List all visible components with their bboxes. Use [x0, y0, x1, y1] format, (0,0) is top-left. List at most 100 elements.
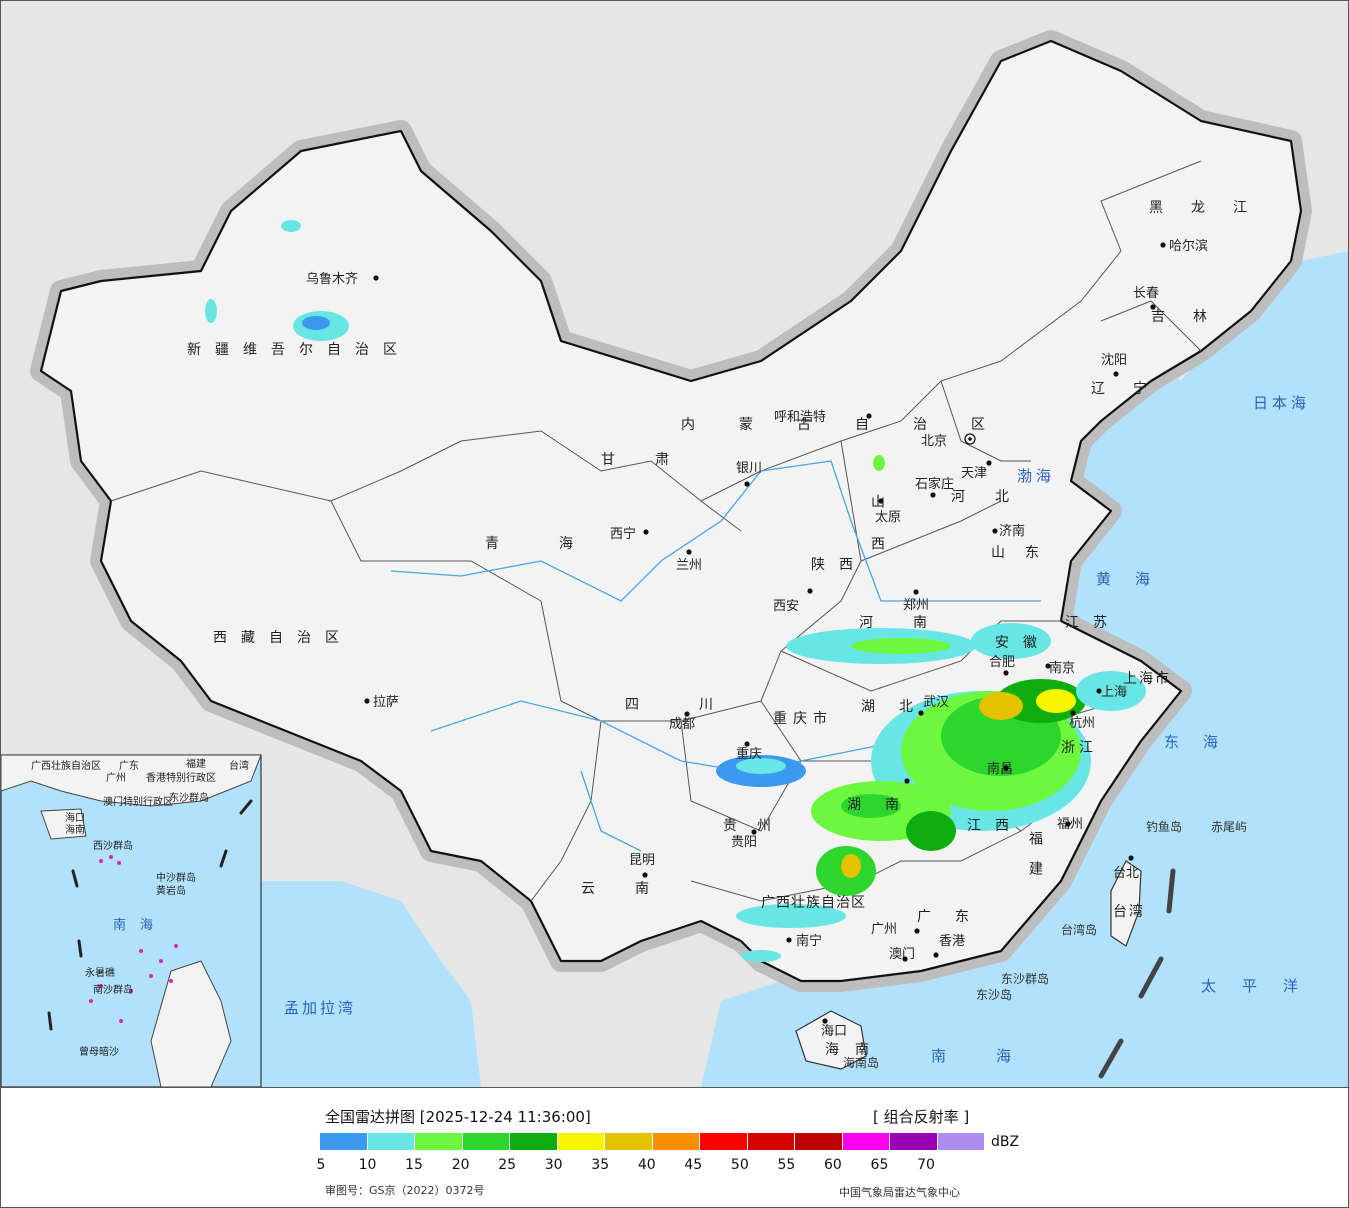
tick-label: 55: [777, 1157, 796, 1173]
inset-label: 澳门特别行政区: [103, 795, 173, 808]
province-label: 新疆维吾尔自治区: [187, 342, 411, 358]
city-label: 杭州: [1069, 716, 1095, 731]
city-labels: 乌鲁木齐 拉萨 西宁 兰州 银川 呼和浩特 哈尔滨 长春 沈阳 北京 天津 石家…: [306, 238, 1208, 1039]
source-organization: 中国气象局雷达气象中心: [839, 1186, 960, 1199]
sea-label: 渤海: [1017, 467, 1055, 485]
city-label: 昆明: [629, 853, 655, 868]
tick-label: 45: [684, 1157, 703, 1173]
province-label: 台湾: [1113, 903, 1145, 920]
province-borders: [110, 160, 1202, 902]
south-china-sea-inset: 广西壮族自治区 广东 福建 台湾 广州 香港特别行政区 澳门特别行政区 东沙群岛…: [1, 754, 262, 1087]
city-label: 银川: [736, 461, 762, 476]
province-label: 黑龙江: [1149, 200, 1275, 216]
hainan-island: [795, 1010, 867, 1070]
taiwan-island: [1110, 860, 1142, 947]
tick-label: 5: [316, 1157, 326, 1173]
city-label: 南昌: [987, 761, 1013, 777]
color-swatch: [795, 1133, 843, 1150]
province-label: 云南: [581, 881, 689, 897]
province-label: 辽宁: [1091, 380, 1175, 397]
city-label: 长春: [1133, 286, 1159, 301]
city-label: 海口: [821, 1024, 847, 1039]
province-label: 贵州: [723, 818, 791, 834]
city-label: 天津: [961, 466, 987, 481]
city-label: 香港: [939, 934, 965, 949]
province-label: 山东: [991, 545, 1059, 561]
maritime-boundary: [1098, 868, 1176, 1079]
province-label: 江苏: [1065, 615, 1121, 631]
sea-labels: 日本海 渤海 黄海 东海 太平洋 南海 孟加拉湾: [284, 394, 1306, 1065]
city-label: 澳门: [889, 946, 915, 962]
island-label: 钓鱼岛: [1146, 819, 1182, 834]
tick-label: 10: [358, 1157, 377, 1173]
color-swatch: [652, 1133, 700, 1150]
province-label: 江西: [967, 818, 1023, 834]
tick-label: 65: [870, 1157, 889, 1173]
city-label: 济南: [999, 523, 1025, 539]
color-swatch: [747, 1133, 795, 1150]
approval-number: 审图号：GS京（2022）0372号: [325, 1184, 485, 1197]
city-label: 重庆: [736, 746, 762, 762]
inset-label: 广东: [119, 759, 139, 772]
radar-map: 新疆维吾尔自治区 西藏自治区 青海 甘肃 内蒙古自治区 黑龙江 吉林 辽宁 河北…: [1, 1, 1348, 1087]
city-label: 沈阳: [1101, 353, 1127, 368]
inset-label: 南沙群岛: [93, 983, 133, 996]
province-label: 内蒙古自治区: [681, 417, 1029, 433]
city-label: 武汉: [923, 695, 949, 710]
province-label: 湖南: [847, 797, 923, 813]
ocean: [701, 251, 1348, 1087]
province-label: 吉林: [1151, 309, 1235, 325]
legend-title: 全国雷达拼图 [2025-12-24 11:36:00]: [325, 1108, 591, 1126]
inset-label: 南海: [113, 917, 167, 933]
color-swatch: [842, 1133, 890, 1150]
tick-label: 35: [591, 1157, 610, 1173]
province-label: 山西: [869, 494, 885, 578]
island-label: 东沙岛: [976, 987, 1012, 1002]
sea-label: 东海: [1164, 733, 1242, 751]
city-label: 石家庄: [915, 476, 954, 492]
color-swatch: [557, 1133, 605, 1150]
sea-label: 南海: [931, 1047, 1061, 1065]
tick-label: 70: [917, 1157, 935, 1173]
inset-label: 曾母暗沙: [79, 1045, 119, 1058]
city-label: 南京: [1049, 660, 1075, 676]
tick-label: 15: [405, 1157, 423, 1173]
island-label: 赤尾屿: [1211, 820, 1247, 834]
island-label: 海南岛: [843, 1055, 879, 1070]
city-label: 合肥: [989, 655, 1015, 670]
color-swatch: [462, 1133, 510, 1150]
city-label: 成都: [669, 717, 695, 732]
inset-label: 中沙群岛: [156, 871, 196, 884]
color-swatch: [415, 1133, 463, 1150]
city-label: 兰州: [676, 558, 702, 573]
tick-label: 25: [498, 1157, 517, 1173]
color-swatch: [890, 1133, 938, 1150]
city-label: 哈尔滨: [1169, 238, 1208, 254]
province-label: 甘肃: [601, 452, 709, 468]
tick-label: 40: [637, 1157, 656, 1173]
city-label: 西安: [773, 599, 799, 614]
color-swatch: [937, 1133, 985, 1150]
tick-label: 30: [544, 1157, 563, 1173]
province-label: 河南: [859, 615, 967, 631]
color-swatch: [367, 1133, 415, 1150]
inset-label: 海南: [65, 823, 85, 836]
province-label: 广东: [917, 909, 993, 925]
city-label: 呼和浩特: [774, 410, 826, 425]
province-label: 四川: [625, 697, 773, 713]
color-swatch: [605, 1133, 653, 1150]
inset-label: 海口: [65, 811, 85, 824]
island-label: 台湾岛: [1061, 922, 1097, 937]
inset-label: 黄岩岛: [156, 884, 186, 897]
product-name: [ 组合反射率 ]: [873, 1108, 970, 1126]
tick-label: 20: [451, 1157, 470, 1173]
province-label: 福建: [1027, 831, 1043, 891]
province-label: 湖北: [861, 699, 937, 715]
inset-label: 福建: [186, 757, 206, 770]
sea-label: 黄海: [1096, 570, 1174, 588]
city-label: 台北: [1113, 866, 1139, 881]
inset-label: 广州: [106, 772, 126, 784]
tick-label: 50: [730, 1157, 749, 1173]
inset-label: 香港特别行政区: [146, 771, 216, 784]
